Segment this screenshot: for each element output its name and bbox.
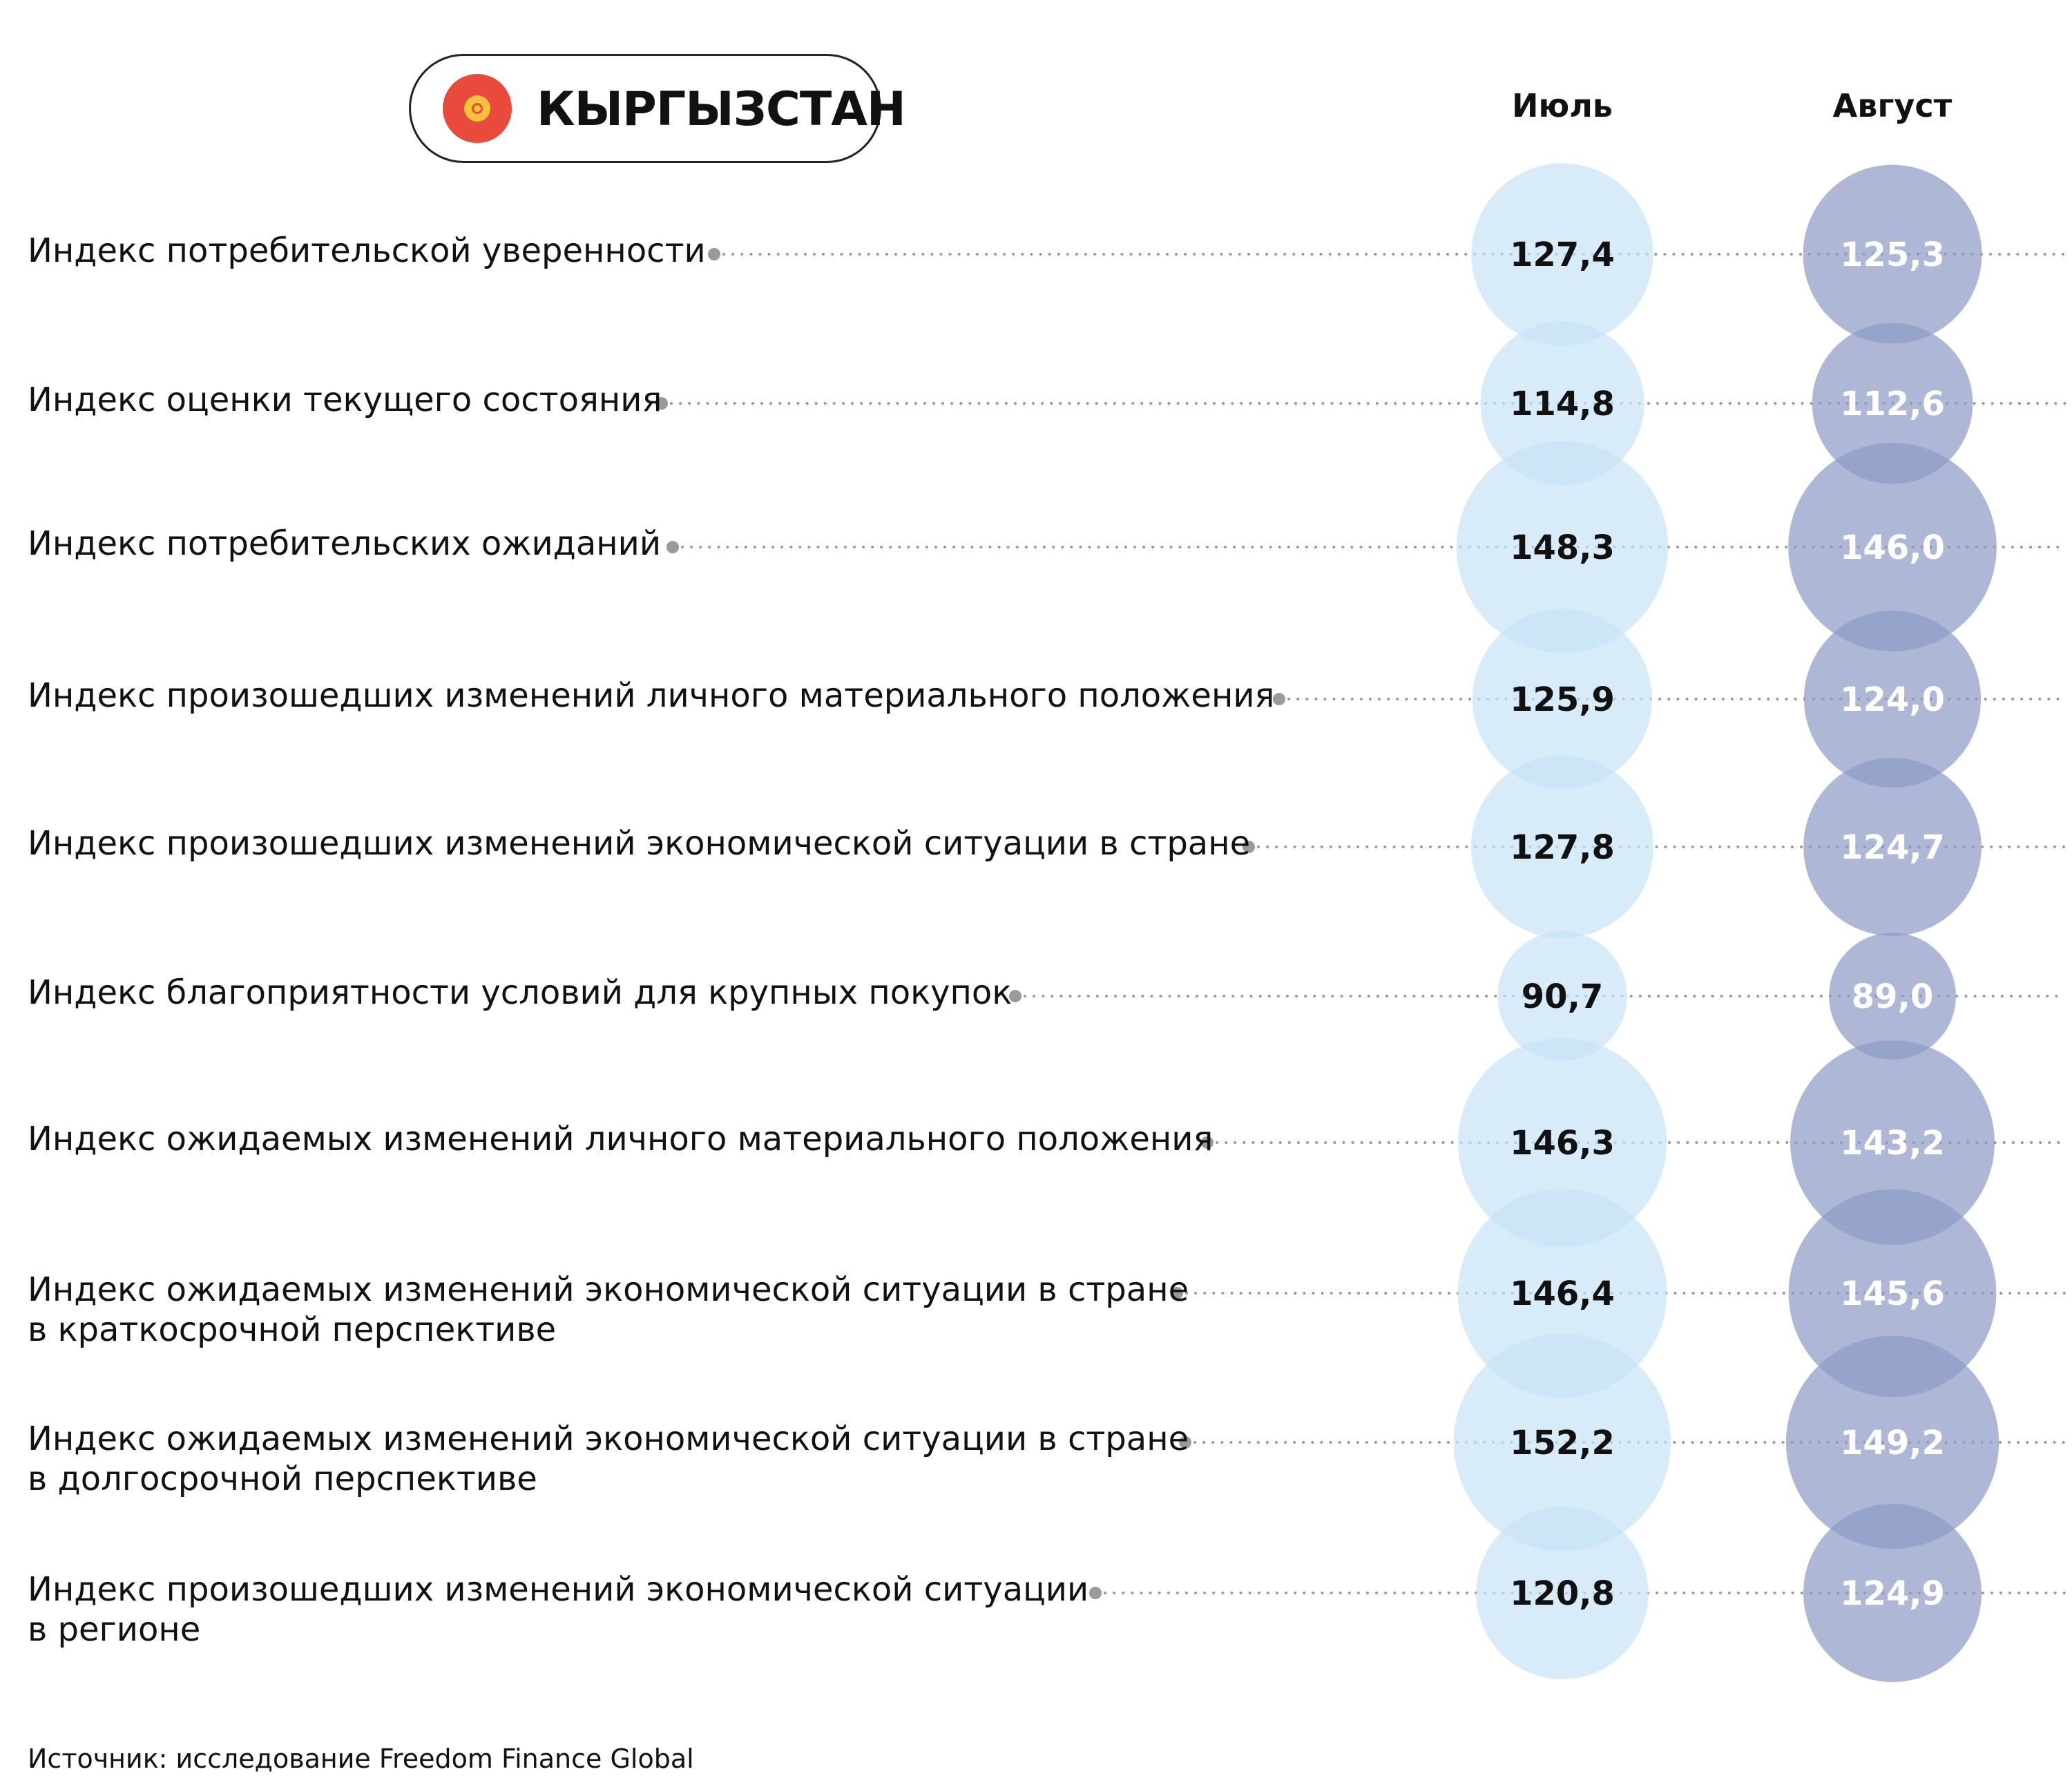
index-label-line: в долгосрочной перспективе xyxy=(28,1460,537,1498)
index-label-line: Индекс благоприятности условий для крупн… xyxy=(28,973,1013,1012)
bubble-august xyxy=(1812,323,1973,484)
bubble-july xyxy=(1471,163,1653,345)
value-label-july: 114,8 xyxy=(1510,385,1615,423)
index-label: Индекс благоприятности условий для крупн… xyxy=(28,973,1012,1013)
value-label-august: 145,6 xyxy=(1840,1275,1945,1313)
leader-dot xyxy=(1089,1587,1102,1599)
index-label-line: Индекс ожидаемых изменений личного матер… xyxy=(28,1120,1214,1158)
index-label: Индекс потребительских ожиданий xyxy=(28,524,661,564)
index-label: Индекс произошедших изменений личного ма… xyxy=(28,676,1274,716)
index-label: Индекс произошедших изменений экономичес… xyxy=(28,1569,1088,1650)
index-label: Индекс ожидаемых изменений экономической… xyxy=(28,1270,1189,1350)
value-label-july: 127,4 xyxy=(1510,236,1615,274)
bubble-july xyxy=(1497,931,1627,1061)
index-label-line: Индекс произошедших изменений экономичес… xyxy=(28,824,1251,863)
value-label-august: 89,0 xyxy=(1852,977,1933,1016)
bubble-august xyxy=(1803,758,1982,936)
bubble-august xyxy=(1788,1189,1997,1397)
value-label-august: 146,0 xyxy=(1840,528,1945,567)
value-label-july: 146,3 xyxy=(1510,1124,1615,1163)
index-label-line: Индекс произошедших изменений экономичес… xyxy=(28,1570,1089,1609)
index-label: Индекс оценки текущего состояния xyxy=(28,380,662,420)
index-label-line: Индекс ожидаемых изменений экономической… xyxy=(28,1420,1189,1458)
leader-dot xyxy=(1179,1436,1191,1449)
bubble-august xyxy=(1803,610,1982,788)
flag-tunduk xyxy=(472,103,483,114)
bubble-july xyxy=(1453,1333,1671,1552)
source-note: Источник: исследование Freedom Finance G… xyxy=(28,1744,694,1774)
index-label-line: Индекс оценки текущего состояния xyxy=(28,381,662,419)
country-title: КЫРГЫЗСТАН xyxy=(537,82,906,137)
value-label-august: 149,2 xyxy=(1840,1424,1945,1462)
index-label-line: Индекс произошедших изменений личного ма… xyxy=(28,676,1275,715)
leader-dot xyxy=(708,248,720,260)
value-label-august: 125,3 xyxy=(1840,236,1945,274)
leader-dot xyxy=(666,541,679,553)
flag-sun xyxy=(464,95,490,122)
bubble-july xyxy=(1470,755,1654,939)
value-label-august: 124,7 xyxy=(1840,828,1945,867)
index-label-line: Индекс потребительских ожиданий xyxy=(28,524,662,563)
bubble-july xyxy=(1456,441,1669,653)
leader-dot xyxy=(1171,1287,1183,1299)
value-label-august: 143,2 xyxy=(1840,1124,1945,1163)
column-header-august: Август xyxy=(1832,87,1953,124)
value-label-july: 127,8 xyxy=(1510,828,1615,867)
kyrgyzstan-flag-icon xyxy=(443,74,512,143)
value-label-july: 146,4 xyxy=(1510,1275,1615,1313)
index-label-line: Индекс ожидаемых изменений экономической… xyxy=(28,1270,1189,1309)
value-label-august: 124,9 xyxy=(1840,1574,1945,1613)
index-label-line: Индекс потребительской уверенности xyxy=(28,231,706,270)
value-label-july: 90,7 xyxy=(1522,977,1603,1016)
index-label-line: в регионе xyxy=(28,1610,201,1649)
value-label-july: 152,2 xyxy=(1510,1424,1615,1462)
index-label: Индекс потребительской уверенности xyxy=(28,231,706,271)
leader-dot xyxy=(1243,841,1255,853)
leader-dot xyxy=(655,397,668,410)
index-label-line: в краткосрочной перспективе xyxy=(28,1310,557,1349)
bubble-july xyxy=(1480,321,1644,486)
bubble-august xyxy=(1829,933,1956,1060)
value-label-july: 125,9 xyxy=(1510,680,1615,719)
index-label: Индекс ожидаемых изменений экономической… xyxy=(28,1419,1189,1499)
value-label-july: 120,8 xyxy=(1510,1574,1615,1613)
value-label-august: 112,6 xyxy=(1840,385,1945,423)
bubble-august xyxy=(1785,1335,1999,1549)
index-label: Индекс ожидаемых изменений личного матер… xyxy=(28,1119,1213,1159)
leader-dot xyxy=(1273,693,1285,705)
leader-dot xyxy=(1009,990,1021,1002)
bubble-august xyxy=(1803,164,1982,344)
country-badge: КЫРГЫЗСТАН xyxy=(409,54,906,163)
value-label-august: 124,0 xyxy=(1840,680,1945,719)
leader-dot xyxy=(1201,1136,1214,1149)
bubble-august xyxy=(1803,1503,1982,1683)
bubble-july xyxy=(1476,1507,1649,1679)
bubble-july xyxy=(1457,1188,1667,1398)
bubble-august xyxy=(1790,1040,1995,1245)
value-label-july: 148,3 xyxy=(1510,528,1615,567)
bubble-august xyxy=(1788,443,1997,651)
bubble-july xyxy=(1472,609,1653,790)
bubble-july xyxy=(1457,1038,1667,1248)
column-header-july: Июль xyxy=(1512,87,1613,124)
index-label: Индекс произошедших изменений экономичес… xyxy=(28,823,1250,863)
